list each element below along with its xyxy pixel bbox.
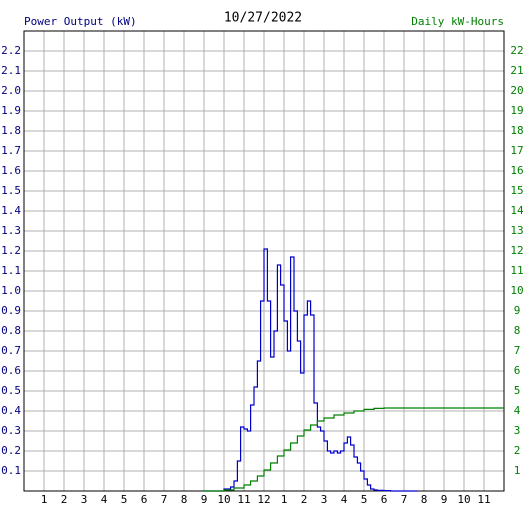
- x-tick-label: 11: [477, 493, 490, 506]
- y2-tick-label: 6: [514, 364, 521, 377]
- y2-tick-label: 15: [510, 184, 523, 197]
- x-tick-label: 12: [257, 493, 270, 506]
- series-line: [204, 248, 418, 492]
- y2-tick-label: 3: [514, 424, 521, 437]
- y2-tick-label: 2: [514, 444, 521, 457]
- y2-tick-label: 16: [510, 164, 523, 177]
- y2-tick-label: 14: [510, 204, 524, 217]
- y-tick-label: 0.1: [1, 464, 21, 477]
- y-tick-label: 0.3: [1, 424, 21, 437]
- y-axis-label: Power Output (kW): [24, 15, 137, 28]
- y-tick-label: 0.6: [1, 364, 21, 377]
- y-tick-label: 1.6: [1, 164, 21, 177]
- x-tick-label: 1: [281, 493, 288, 506]
- y-tick-label: 2.1: [1, 64, 21, 77]
- x-tick-label: 4: [101, 493, 108, 506]
- x-tick-label: 10: [457, 493, 470, 506]
- y2-tick-label: 22: [510, 44, 523, 57]
- y2-tick-label: 8: [514, 324, 521, 337]
- x-tick-label: 6: [141, 493, 148, 506]
- y2-tick-label: 10: [510, 284, 523, 297]
- x-tick-label: 7: [401, 493, 408, 506]
- y2-tick-label: 9: [514, 304, 521, 317]
- y-tick-label: 1.5: [1, 184, 21, 197]
- x-tick-label: 8: [421, 493, 428, 506]
- y-tick-label: 2.2: [1, 44, 21, 57]
- y2-tick-label: 21: [510, 64, 523, 77]
- y2-tick-label: 19: [510, 104, 523, 117]
- x-tick-label: 7: [161, 493, 168, 506]
- y-tick-label: 0.5: [1, 384, 21, 397]
- x-tick-label: 2: [301, 493, 308, 506]
- y-tick-label: 0.9: [1, 304, 21, 317]
- x-tick-label: 11: [237, 493, 250, 506]
- y-tick-label: 1.7: [1, 144, 21, 157]
- y-tick-label: 1.3: [1, 224, 21, 237]
- y-tick-label: 1.8: [1, 124, 21, 137]
- x-tick-label: 3: [321, 493, 328, 506]
- x-tick-label: 6: [381, 493, 388, 506]
- x-tick-label: 5: [361, 493, 368, 506]
- y2-tick-label: 5: [514, 384, 521, 397]
- x-tick-label: 9: [201, 493, 208, 506]
- x-tick-label: 3: [81, 493, 88, 506]
- y-tick-label: 0.8: [1, 324, 21, 337]
- y2-tick-label: 4: [514, 404, 521, 417]
- x-tick-label: 4: [341, 493, 348, 506]
- x-tick-label: 2: [61, 493, 68, 506]
- series-line: [204, 407, 504, 492]
- x-tick-label: 10: [217, 493, 230, 506]
- chart-title: 10/27/2022: [224, 11, 302, 26]
- y2-axis-label: Daily kW-Hours: [411, 15, 504, 28]
- x-tick-label: 5: [121, 493, 128, 506]
- y-tick-label: 1.0: [1, 284, 21, 297]
- y2-tick-label: 1: [514, 464, 521, 477]
- y2-tick-label: 17: [510, 144, 523, 157]
- y2-tick-label: 7: [514, 344, 521, 357]
- y-tick-label: 1.2: [1, 244, 21, 257]
- x-tick-label: 8: [181, 493, 188, 506]
- y2-tick-label: 18: [510, 124, 523, 137]
- y2-tick-label: 13: [510, 224, 523, 237]
- y-tick-label: 1.1: [1, 264, 21, 277]
- plot-frame: [23, 30, 505, 492]
- y2-tick-label: 20: [510, 84, 523, 97]
- y-tick-label: 1.4: [1, 204, 21, 217]
- y-tick-label: 0.4: [1, 404, 21, 417]
- x-tick-label: 1: [41, 493, 48, 506]
- y2-tick-label: 11: [510, 264, 523, 277]
- y-tick-label: 0.2: [1, 444, 21, 457]
- y2-tick-label: 12: [510, 244, 523, 257]
- y-tick-label: 2.0: [1, 84, 21, 97]
- y-tick-label: 1.9: [1, 104, 21, 117]
- y-tick-label: 0.7: [1, 344, 21, 357]
- x-tick-label: 9: [441, 493, 448, 506]
